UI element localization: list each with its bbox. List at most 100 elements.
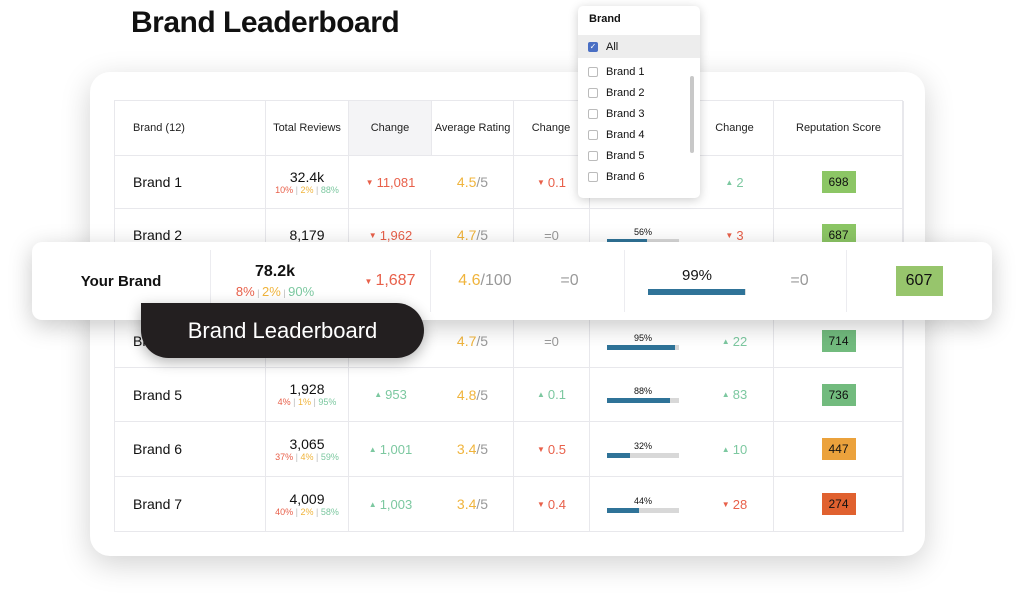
table-row[interactable]: Brand 5 1,928 4% | 1% | 95% ▲ 953 4.8/5 ▲ 0.1 88… (115, 368, 904, 422)
page-title: Brand Leaderboard (131, 6, 400, 39)
triangle-up-icon: ▲ (721, 390, 730, 399)
dropdown-item-label: Brand 2 (606, 86, 645, 99)
rating-max: /100 (480, 272, 512, 289)
review-change: ▲ 1,003 (349, 477, 432, 532)
progress-label: 56% (633, 226, 652, 237)
triangle-down-icon: ▼ (537, 177, 545, 187)
total-reviews: 1,928 4% | 1% | 95% (266, 368, 349, 422)
rating-change-value: 0.5 (547, 441, 566, 457)
triangle-up-icon: ▲ (537, 390, 545, 399)
triangle-down-icon: ▼ (537, 444, 545, 454)
rating-change-value: 0 (551, 227, 559, 243)
average-rating: 3.4/5 (432, 477, 514, 532)
dropdown-item-label: Brand 5 (606, 149, 645, 162)
your-brand-pct-change: =0 (790, 272, 809, 289)
rating-max: /5 (476, 386, 489, 403)
review-change (349, 315, 432, 368)
neutral-pct: 4% (300, 451, 314, 462)
rating-change: ▼ 0.1 (514, 156, 589, 209)
pct-change-value: 3 (736, 227, 744, 243)
triangle-up-icon: ▲ (725, 177, 734, 187)
checkbox[interactable] (588, 129, 598, 140)
brand-name: Brand 5 (115, 368, 266, 422)
dropdown-item[interactable]: Brand 1 (578, 61, 700, 82)
total-reviews: 3,065 37% | 4% | 59% (266, 422, 349, 477)
header-brand[interactable]: Brand (12) (115, 101, 266, 156)
table-row[interactable]: Brand 7 4,009 40% | 2% | 58% ▲ 1,003 3.4/5 ▼ 0.… (115, 477, 904, 532)
average-rating: 4.7/5 (432, 315, 514, 368)
table-row[interactable]: Brand 6 3,065 37% | 4% | 59% ▲ 1,001 3.4/5 ▼ 0.… (115, 422, 904, 477)
reputation-score: 714 (774, 315, 904, 368)
rating-max: /5 (476, 227, 489, 243)
dropdown-item-label: Brand 4 (606, 128, 645, 141)
positive-pct: 58% (320, 506, 339, 517)
reputation-score-badge: 607 (895, 266, 943, 296)
review-change-value: 1,962 (379, 227, 413, 243)
rating-change: ▼ 0.4 (514, 477, 589, 532)
header-review-change[interactable]: Change (349, 101, 432, 156)
pct-change: ▲ 22 (696, 315, 774, 368)
dropdown-item[interactable]: ✓ All (578, 35, 700, 58)
progress-bar (607, 344, 679, 350)
triangle-up-icon: ▲ (721, 336, 730, 346)
positive-pct: 95% (318, 397, 337, 407)
dropdown-item[interactable]: Brand 5 (578, 145, 700, 166)
reputation-score: 447 (774, 422, 904, 477)
reputation-score-badge: 447 (821, 438, 856, 460)
checkbox[interactable] (588, 108, 598, 119)
triangle-up-icon: ▲ (368, 444, 377, 454)
pct-change: ▼ 28 (696, 477, 774, 532)
review-change-value: 11,081 (376, 174, 416, 190)
dropdown-item[interactable]: Brand 2 (578, 82, 700, 103)
brand-name: Brand 6 (115, 422, 266, 477)
checkbox[interactable] (588, 150, 598, 161)
reputation-score: 274 (774, 477, 904, 532)
total-value: 1,928 (289, 381, 325, 397)
negative-pct: 4% (277, 397, 291, 407)
positive-pct: 90% (288, 284, 315, 299)
review-change-value: 1,001 (379, 441, 413, 457)
leaderboard-table: Brand (12) Total Reviews Change Average Rat… (114, 100, 904, 532)
brand-filter-dropdown[interactable]: Brand ✓ All Brand 1 Brand 2 Brand 3 Brand 4 Br… (578, 6, 700, 198)
review-change: ▼ 11,081 (349, 156, 432, 209)
review-change-value: 1,687 (375, 272, 416, 289)
triangle-up-icon: ▲ (368, 499, 377, 509)
header-total-reviews[interactable]: Total Reviews (266, 101, 349, 156)
pct-change: ▲ 10 (696, 422, 774, 477)
reputation-score-badge: 698 (821, 171, 856, 193)
dropdown-item[interactable]: Brand 3 (578, 103, 700, 124)
checkbox[interactable] (588, 171, 598, 182)
dropdown-item[interactable]: Brand 6 (578, 166, 700, 187)
average-rating: 4.8/5 (432, 368, 514, 422)
review-change: ▲ 1,001 (349, 422, 432, 477)
rating-change-value: 0.1 (547, 174, 566, 190)
positive-pct: 88% (320, 184, 339, 195)
equals-icon: = (544, 227, 552, 243)
your-brand-progress: 99% (632, 252, 762, 310)
triangle-up-icon: ▲ (721, 444, 730, 454)
total-reviews: 32.4k 10% | 2% | 88% (266, 156, 349, 209)
your-brand-review-change: ▼ 1,687 (340, 252, 440, 310)
checkbox[interactable] (588, 87, 598, 98)
checkbox[interactable] (588, 66, 598, 77)
table-row[interactable]: Brand 1 32.4k 10% | 2% | 88% ▼ 11,081 4.5/5 ▼ 0… (115, 156, 904, 209)
progress: 95% (589, 315, 696, 368)
dropdown-scrollbar[interactable] (690, 76, 694, 153)
rating-value: 3.4 (456, 496, 477, 512)
negative-pct: 40% (275, 506, 294, 517)
neutral-pct: 2% (261, 284, 281, 299)
neutral-pct: 1% (297, 397, 311, 407)
negative-pct: 8% (235, 284, 255, 299)
header-pct-change[interactable]: Change (696, 101, 774, 156)
your-brand-name: Your Brand (80, 272, 162, 290)
tooltip: Brand Leaderboard (141, 303, 424, 358)
header-average-rating[interactable]: Average Rating (432, 101, 514, 156)
triangle-down-icon: ▼ (725, 230, 734, 240)
reputation-score-badge: 687 (821, 224, 856, 246)
progress: 32% (589, 422, 696, 477)
checkbox[interactable]: ✓ (588, 41, 598, 52)
dropdown-item[interactable]: Brand 4 (578, 124, 700, 145)
rating-change: ▼ 0.5 (514, 422, 589, 477)
rating-value: 3.4 (456, 441, 477, 457)
header-reputation-score[interactable]: Reputation Score (774, 101, 904, 156)
